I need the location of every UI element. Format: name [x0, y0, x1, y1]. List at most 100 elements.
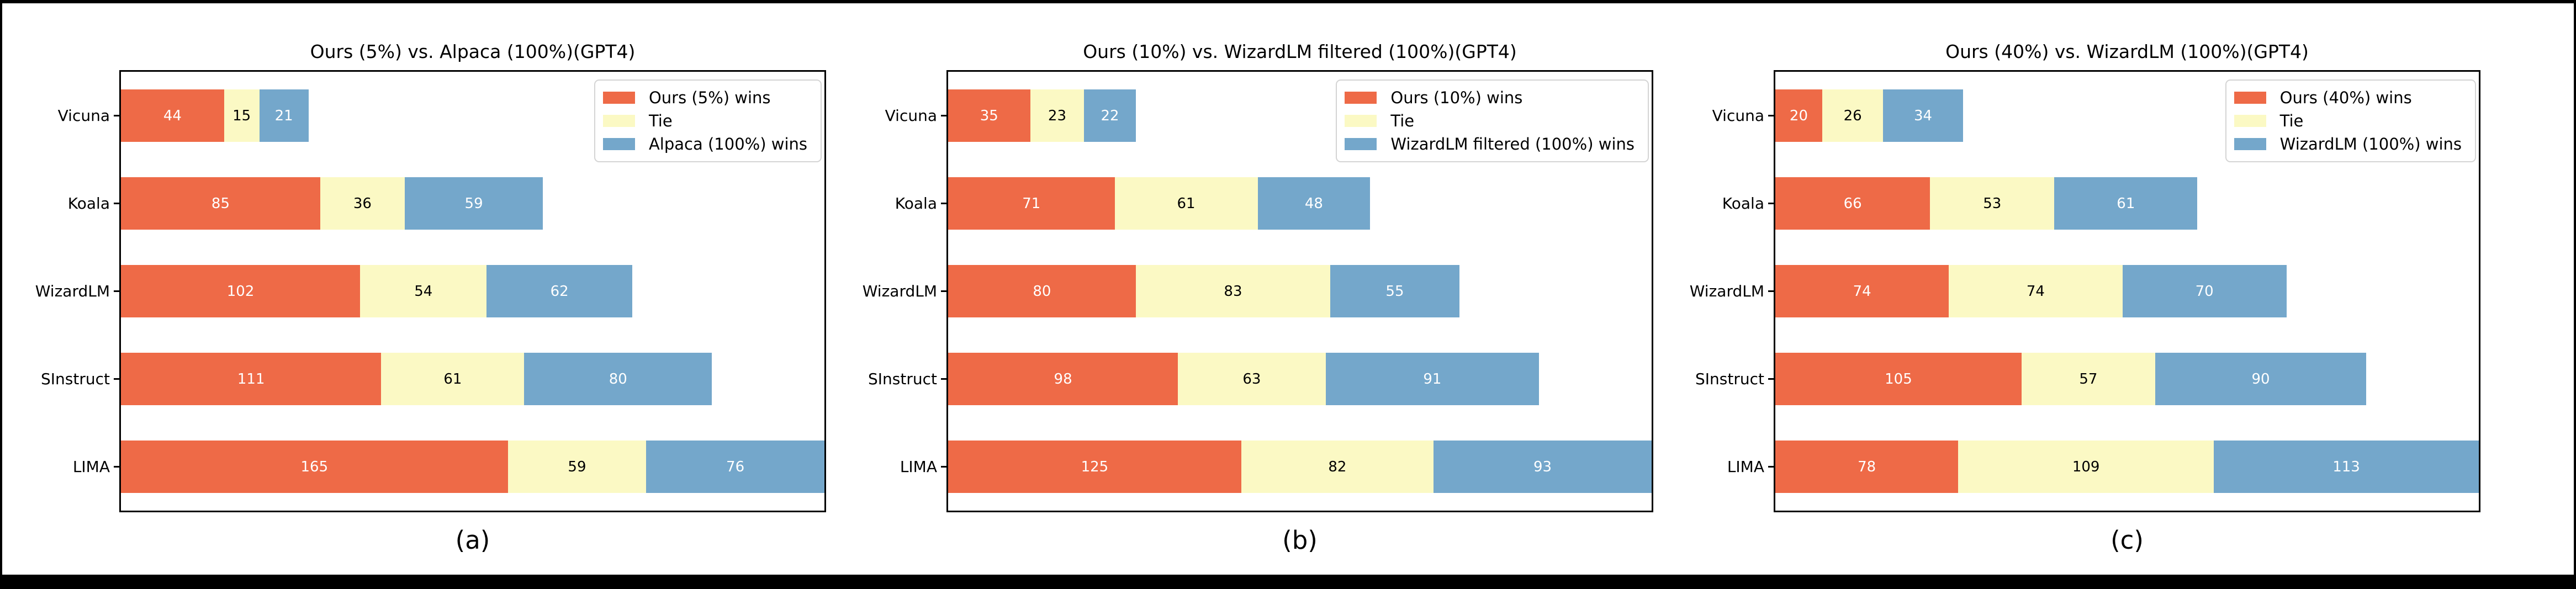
legend-swatch: [2234, 138, 2266, 150]
bar-row: 98 63 91: [948, 353, 1540, 405]
y-axis-label: Vicuna: [1712, 106, 1764, 125]
bar-segment: 74: [1775, 265, 1949, 317]
y-tick-mark: [941, 115, 946, 116]
y-tick-mark: [1768, 378, 1774, 380]
y-tick-mark: [941, 290, 946, 292]
bar-segment: 61: [381, 353, 525, 405]
y-tick-mark: [114, 290, 119, 292]
bar-segment: 76: [646, 441, 824, 493]
bar-segment: 90: [2155, 353, 2367, 405]
legend: Ours (40%) wins Tie WizardLM (100%) wins: [2225, 79, 2476, 162]
bar-segment: 59: [404, 177, 543, 230]
bar-segment: 71: [948, 177, 1115, 230]
bar-segment: 111: [121, 353, 382, 405]
bar-segment: 35: [948, 89, 1030, 142]
bar-segment: 80: [948, 265, 1136, 317]
chart-panel-c: Ours (40%) vs. WizardLM (100%)(GPT4) Vic…: [2, 3, 2574, 575]
y-axis-label: LIMA: [900, 457, 937, 476]
y-tick-mark: [941, 466, 946, 468]
y-tick-mark: [1768, 115, 1774, 116]
bar-segment: 74: [1949, 265, 2123, 317]
bar-segment: 36: [320, 177, 405, 230]
bar-segment: 98: [948, 353, 1178, 405]
y-tick-mark: [1768, 290, 1774, 292]
bar-row: 85 36 59: [121, 177, 543, 230]
bar-segment: 61: [1114, 177, 1258, 230]
legend-swatch: [2234, 115, 2266, 127]
bar-segment: 93: [1434, 441, 1652, 493]
bar-row: 80 83 55: [948, 265, 1459, 317]
y-axis-label: SInstruct: [1695, 369, 1764, 388]
bar-segment: 57: [2021, 353, 2155, 405]
bar-segment: 113: [2214, 441, 2479, 493]
bar-row: 111 61 80: [121, 353, 712, 405]
bar-row: 78 109 113: [1775, 441, 2479, 493]
y-tick-mark: [941, 203, 946, 204]
bar-segment: 23: [1030, 89, 1085, 142]
bar-row: 102 54 62: [121, 265, 632, 317]
bar-segment: 78: [1775, 441, 1959, 493]
bar-segment: 20: [1775, 89, 1822, 142]
y-axis-label: LIMA: [1727, 457, 1764, 476]
chart-axes: Vicuna 35 23 22 Koala 71 61 48 WizardLM 80 83 55 SIn…: [863, 70, 1653, 512]
bar-segment: 82: [1241, 441, 1434, 493]
y-tick-mark: [114, 203, 119, 204]
legend-label: WizardLM filtered (100%) wins: [1390, 134, 1635, 153]
figure-canvas: Ours (5%) vs. Alpaca (100%)(GPT4) Vicuna…: [2, 3, 2574, 575]
legend-swatch: [602, 92, 635, 104]
legend-swatch: [1345, 115, 1377, 127]
bar-segment: 165: [121, 441, 508, 493]
chart-caption: (c): [2110, 526, 2144, 555]
legend-swatch: [602, 115, 635, 127]
bar-segment: 102: [121, 265, 361, 317]
bar-segment: 66: [1775, 177, 1930, 230]
chart-panel-b: Ours (10%) vs. WizardLM filtered (100%)(…: [2, 3, 2574, 575]
chart-panel-a: Ours (5%) vs. Alpaca (100%)(GPT4) Vicuna…: [2, 3, 2574, 575]
legend-swatch: [1345, 138, 1377, 150]
y-tick-mark: [114, 466, 119, 468]
legend: Ours (10%) wins Tie WizardLM filtered (100…: [1336, 79, 1649, 162]
legend-label: Tie: [648, 111, 673, 130]
bar-segment: 85: [121, 177, 320, 230]
legend-label: Ours (10%) wins: [1390, 88, 1523, 107]
legend-label: Tie: [1390, 111, 1415, 130]
y-tick-mark: [114, 115, 119, 116]
legend: Ours (5%) wins Tie Alpaca (100%) wins: [594, 79, 822, 162]
y-axis-label: SInstruct: [41, 369, 110, 388]
legend-entry: Ours (40%) wins: [2234, 86, 2462, 109]
y-tick-mark: [941, 378, 946, 380]
y-axis-label: Koala: [895, 194, 937, 213]
bar-segment: 21: [259, 89, 309, 142]
chart-caption: (b): [1282, 526, 1318, 555]
bar-row: 105 57 90: [1775, 353, 2367, 405]
legend-swatch: [602, 138, 635, 150]
y-axis-label: LIMA: [72, 457, 110, 476]
bar-segment: 105: [1775, 353, 2022, 405]
bar-segment: 48: [1257, 177, 1371, 230]
bar-row: 20 26 34: [1775, 89, 1963, 142]
bar-row: 74 74 70: [1775, 265, 2287, 317]
legend-swatch: [2234, 92, 2266, 104]
legend-entry: Tie: [2234, 109, 2462, 132]
y-axis-label: WizardLM: [35, 282, 110, 300]
legend-label: Tie: [2279, 111, 2304, 130]
y-tick-mark: [114, 378, 119, 380]
chart-title: Ours (40%) vs. WizardLM (100%)(GPT4): [1945, 41, 2309, 62]
chart-title: Ours (10%) vs. WizardLM filtered (100%)(…: [1083, 41, 1517, 62]
bar-segment: 125: [948, 441, 1241, 493]
y-axis-label: Koala: [1722, 194, 1764, 213]
y-tick-mark: [1768, 203, 1774, 204]
bar-row: 165 59 76: [121, 441, 824, 493]
y-axis-label: WizardLM: [1689, 282, 1764, 300]
legend-entry: Ours (5%) wins: [602, 86, 807, 109]
legend-swatch: [1345, 92, 1377, 104]
bar-row: 35 23 22: [948, 89, 1136, 142]
legend-label: Ours (40%) wins: [2279, 88, 2412, 107]
bar-segment: 70: [2122, 265, 2287, 317]
bar-segment: 83: [1135, 265, 1331, 317]
legend-entry: WizardLM filtered (100%) wins: [1345, 132, 1635, 156]
legend-entry: WizardLM (100%) wins: [2234, 132, 2462, 156]
bar-segment: 91: [1325, 353, 1540, 405]
bar-segment: 109: [1958, 441, 2214, 493]
bar-segment: 44: [121, 89, 224, 142]
